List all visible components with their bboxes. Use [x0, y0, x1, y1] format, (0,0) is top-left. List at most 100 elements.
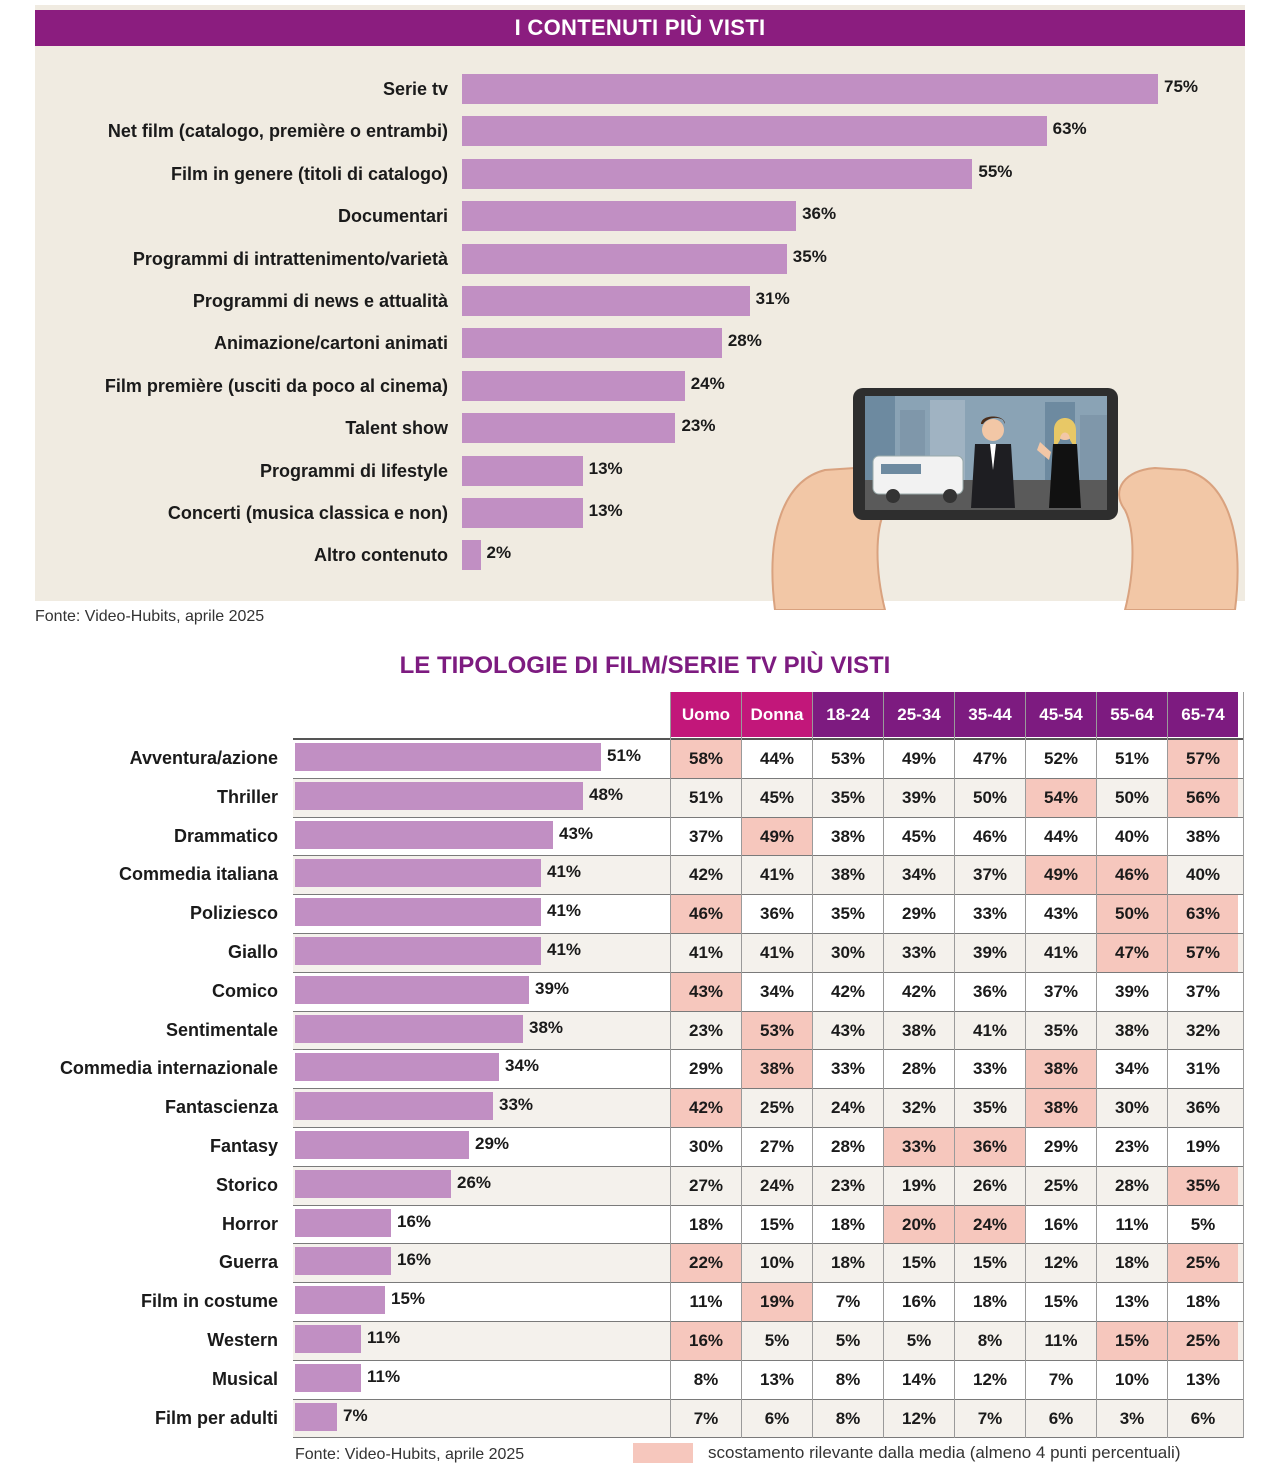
table-row: [293, 1205, 1243, 1244]
table-cell: 28%: [830, 1137, 866, 1156]
bar: [462, 455, 583, 486]
bar: [295, 1169, 451, 1198]
bar-value-label: 11%: [367, 1328, 401, 1347]
table-cell: 19%: [1185, 1137, 1221, 1156]
column-divider: [1025, 692, 1026, 1439]
table-cell: 18%: [1185, 1292, 1221, 1312]
table-cell: 30%: [688, 1137, 724, 1156]
bar-value-label: 15%: [391, 1289, 426, 1309]
table-cell: 25%: [1043, 1175, 1079, 1195]
bar-value-label: 41%: [547, 940, 582, 959]
table-cell: 12%: [901, 1408, 937, 1428]
table-cell: 38%: [830, 826, 866, 846]
bar-label: Documentari: [337, 206, 448, 227]
table-cell: 41%: [759, 865, 795, 885]
table-cell: 38%: [742, 1050, 812, 1089]
table-cell: 47%: [1097, 934, 1167, 972]
column-divider: [812, 692, 813, 1439]
table-cell: 16%: [901, 1292, 937, 1312]
table-cell: 50%: [1114, 787, 1150, 807]
table-cell: 39%: [1114, 981, 1150, 1001]
table-cell: 35%: [830, 787, 866, 807]
table-cell: 56%: [1168, 778, 1238, 817]
row-divider: [293, 933, 1243, 934]
bar: [462, 286, 750, 316]
bottom-chart-source: Fonte: Video-Hubits, aprile 2025: [295, 1446, 525, 1463]
table-cell: 15%: [759, 1214, 795, 1234]
table-cell: 53%: [830, 749, 866, 768]
row-label: Comico: [211, 980, 278, 1001]
bar: [295, 781, 583, 810]
top-chart-source: Fonte: Video-Hubits, aprile 2025: [35, 608, 265, 625]
bar: [295, 1131, 469, 1159]
table-cell: 15%: [1097, 1322, 1167, 1360]
table-cell: 31%: [1185, 1059, 1221, 1079]
row-divider: [293, 1437, 1243, 1439]
table-cell: 23%: [830, 1175, 866, 1195]
table-cell: 38%: [901, 1020, 937, 1040]
table-cell: 38%: [1185, 826, 1221, 846]
bar: [295, 1247, 391, 1276]
table-cell: 18%: [688, 1214, 724, 1234]
column-header: 65-74: [1168, 692, 1238, 737]
table-cell: 38%: [830, 865, 866, 885]
bar-value-label: 29%: [475, 1134, 510, 1153]
table-cell: 49%: [1026, 856, 1096, 895]
row-divider: [293, 971, 1243, 973]
table-cell: 13%: [759, 1369, 795, 1389]
table-cell: 24%: [830, 1098, 866, 1118]
row-divider: [293, 738, 1243, 740]
bar: [295, 1363, 361, 1392]
table-cell: 7%: [693, 1408, 719, 1428]
table-cell: 46%: [1097, 856, 1167, 895]
bar: [462, 328, 722, 359]
row-divider: [293, 1127, 1243, 1128]
row-label: Poliziesco: [189, 903, 278, 924]
bar-value-label: 24%: [690, 373, 725, 393]
bar-label: Programmi di intrattenimento/varietà: [132, 248, 448, 269]
table-cell: 41%: [688, 943, 724, 962]
table-cell: 7%: [835, 1292, 861, 1312]
bar-value-label: 48%: [589, 784, 624, 804]
table-cell: 15%: [901, 1253, 937, 1273]
table-cell: 57%: [1168, 934, 1238, 972]
legend-text: scostamento rilevante dalla media (almen…: [708, 1443, 1181, 1462]
bar: [295, 859, 541, 888]
table-cell: 5%: [764, 1331, 790, 1350]
row-divider: [293, 1049, 1243, 1051]
bar-value-label: 28%: [727, 331, 762, 351]
row-label: Musical: [211, 1368, 278, 1389]
column-divider: [883, 692, 884, 1439]
table-cell: 37%: [688, 826, 724, 846]
bar-label: Altro contenuto: [314, 545, 448, 566]
table-cell: 36%: [1185, 1098, 1221, 1118]
table-cell: 11%: [1044, 1331, 1078, 1350]
table-cell: 33%: [972, 1059, 1008, 1079]
table-cell: 8%: [835, 1408, 861, 1428]
table-cell: 11%: [689, 1292, 723, 1312]
table-cell: 51%: [1114, 749, 1150, 768]
bar-value-label: 51%: [607, 746, 642, 765]
table-cell: 35%: [1168, 1166, 1238, 1205]
table-row: [293, 1399, 1243, 1438]
table-cell: 12%: [1043, 1253, 1079, 1273]
table-cell: 6%: [1048, 1408, 1074, 1428]
column-header: 25-34: [884, 692, 954, 737]
bar-value-label: 75%: [1164, 77, 1199, 96]
table-row: [293, 1360, 1243, 1399]
bar-value-label: 31%: [755, 289, 790, 308]
row-divider: [293, 1282, 1243, 1284]
bar: [295, 1092, 493, 1121]
table-cell: 13%: [1114, 1292, 1150, 1312]
bar: [462, 158, 973, 189]
table-cell: 37%: [972, 865, 1008, 885]
table-cell: 29%: [1043, 1137, 1079, 1156]
table-cell: 50%: [972, 787, 1008, 807]
table-cell: 53%: [742, 1011, 812, 1050]
table-cell: 15%: [1043, 1292, 1079, 1312]
phone-video-icon: [771, 388, 1239, 610]
table-cell: 27%: [759, 1137, 795, 1156]
table-row: [293, 1244, 1243, 1283]
table-cell: 6%: [764, 1408, 790, 1428]
bar-value-label: 41%: [547, 862, 582, 882]
